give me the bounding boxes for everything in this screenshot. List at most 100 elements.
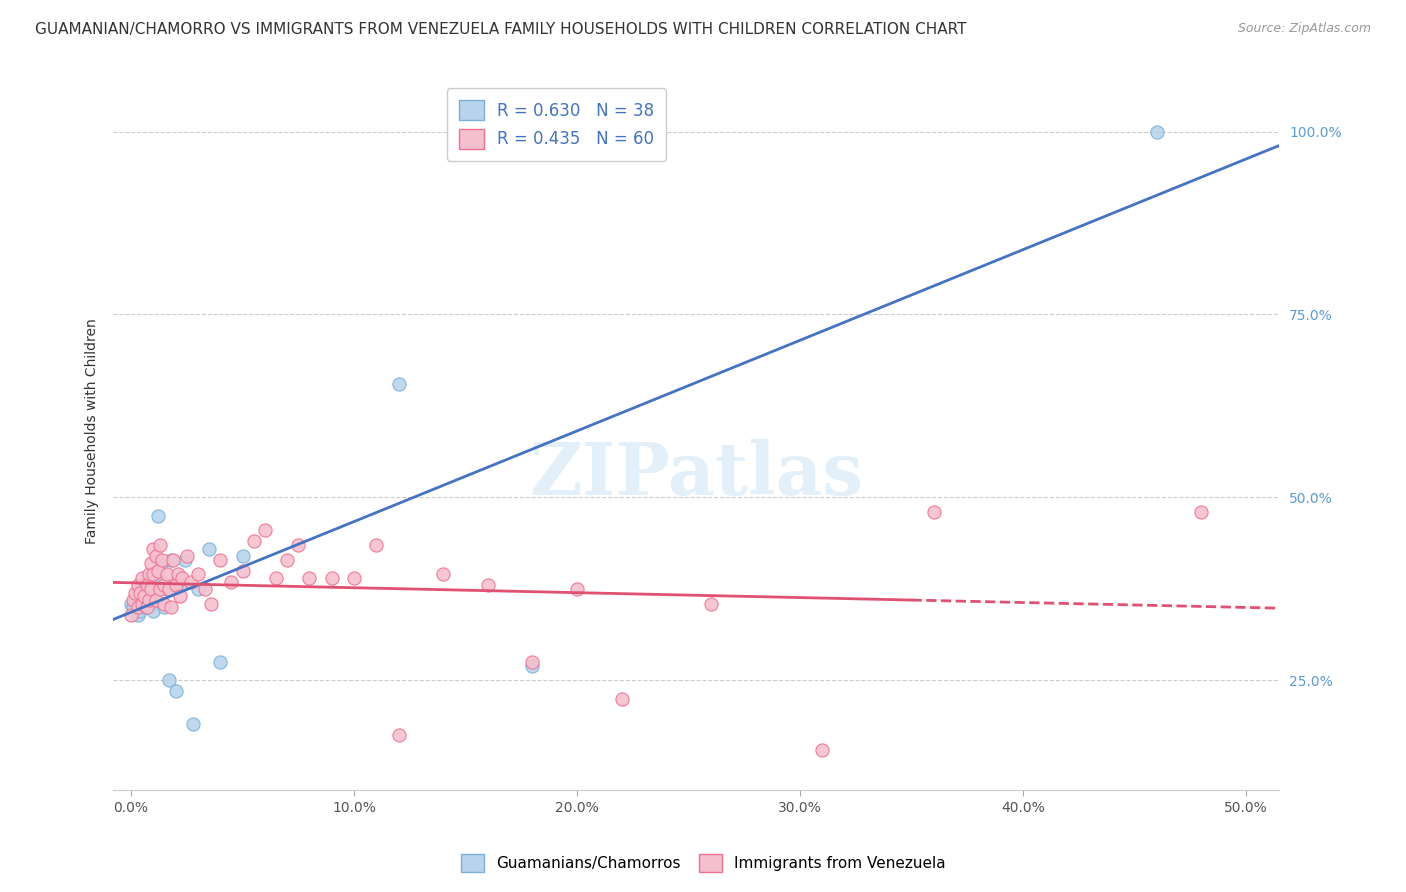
Legend: Guamanians/Chamorros, Immigrants from Venezuela: Guamanians/Chamorros, Immigrants from Ve… [453, 846, 953, 880]
Point [131, 571, 153, 585]
Point [150, 574, 173, 589]
Point [131, 597, 153, 611]
Point [145, 549, 167, 563]
Point [522, 658, 544, 673]
Point [298, 571, 321, 585]
Point [131, 597, 153, 611]
Text: GUAMANIAN/CHAMORRO VS IMMIGRANTS FROM VENEZUELA FAMILY HOUSEHOLDS WITH CHILDREN : GUAMANIAN/CHAMORRO VS IMMIGRANTS FROM VE… [35, 22, 967, 37]
Point [127, 600, 149, 615]
Point [173, 552, 195, 566]
Point [127, 578, 149, 592]
Point [146, 564, 169, 578]
Y-axis label: Family Households with Children: Family Households with Children [86, 318, 100, 544]
Point [127, 607, 149, 622]
Point [124, 585, 146, 599]
Point [162, 552, 184, 566]
Point [157, 673, 180, 688]
Point [198, 541, 221, 556]
Point [165, 684, 187, 698]
Point [366, 538, 388, 552]
Point [120, 607, 142, 622]
Text: ZIPatlas: ZIPatlas [529, 439, 863, 510]
Point [138, 571, 160, 585]
Point [149, 582, 172, 596]
Point [153, 578, 176, 592]
Point [146, 508, 169, 523]
Point [142, 585, 165, 599]
Point [129, 585, 152, 599]
Point [156, 582, 179, 596]
Point [122, 593, 145, 607]
Point [209, 552, 232, 566]
Point [139, 556, 162, 570]
Point [221, 574, 243, 589]
Point [183, 717, 205, 731]
Point [149, 538, 172, 552]
Point [1189, 505, 1212, 519]
Point [180, 574, 202, 589]
Point [157, 582, 180, 596]
Point [321, 571, 343, 585]
Point [187, 567, 209, 582]
Point [135, 597, 157, 611]
Point [150, 552, 173, 566]
Point [145, 593, 167, 607]
Text: Source: ZipAtlas.com: Source: ZipAtlas.com [1237, 22, 1371, 36]
Point [153, 597, 176, 611]
Point [1146, 124, 1168, 138]
Point [139, 582, 162, 596]
Point [135, 578, 157, 592]
Point [253, 524, 276, 538]
Point [129, 604, 152, 618]
Point [135, 578, 157, 592]
Point [138, 593, 160, 607]
Point [142, 541, 165, 556]
Point [134, 582, 156, 596]
Point [165, 578, 187, 592]
Point [242, 534, 264, 549]
Point [700, 597, 723, 611]
Point [149, 560, 172, 574]
Point [122, 600, 145, 615]
Point [160, 552, 183, 566]
Point [388, 728, 411, 742]
Point [124, 593, 146, 607]
Point [264, 571, 287, 585]
Point [156, 567, 179, 582]
Point [343, 571, 366, 585]
Point [142, 567, 165, 582]
Point [139, 574, 162, 589]
Point [276, 552, 298, 566]
Point [153, 600, 176, 615]
Point [231, 549, 253, 563]
Point [610, 691, 633, 706]
Point [522, 655, 544, 669]
Legend: R = 0.630   N = 38, R = 0.435   N = 60: R = 0.630 N = 38, R = 0.435 N = 60 [447, 88, 666, 161]
Point [200, 597, 222, 611]
Point [231, 564, 253, 578]
Point [922, 505, 945, 519]
Point [166, 567, 188, 582]
Point [131, 578, 153, 592]
Point [134, 600, 156, 615]
Point [169, 589, 191, 603]
Point [127, 585, 149, 599]
Point [138, 567, 160, 582]
Point [176, 549, 198, 563]
Point [172, 571, 194, 585]
Point [811, 743, 834, 757]
Point [209, 655, 232, 669]
Point [194, 582, 217, 596]
Point [169, 578, 191, 592]
Point [129, 589, 152, 603]
Point [142, 604, 165, 618]
Point [565, 582, 588, 596]
Point [134, 589, 156, 603]
Point [160, 600, 183, 615]
Point [139, 597, 162, 611]
Point [432, 567, 454, 582]
Point [138, 593, 160, 607]
Point [135, 600, 157, 615]
Point [287, 538, 309, 552]
Point [388, 376, 411, 391]
